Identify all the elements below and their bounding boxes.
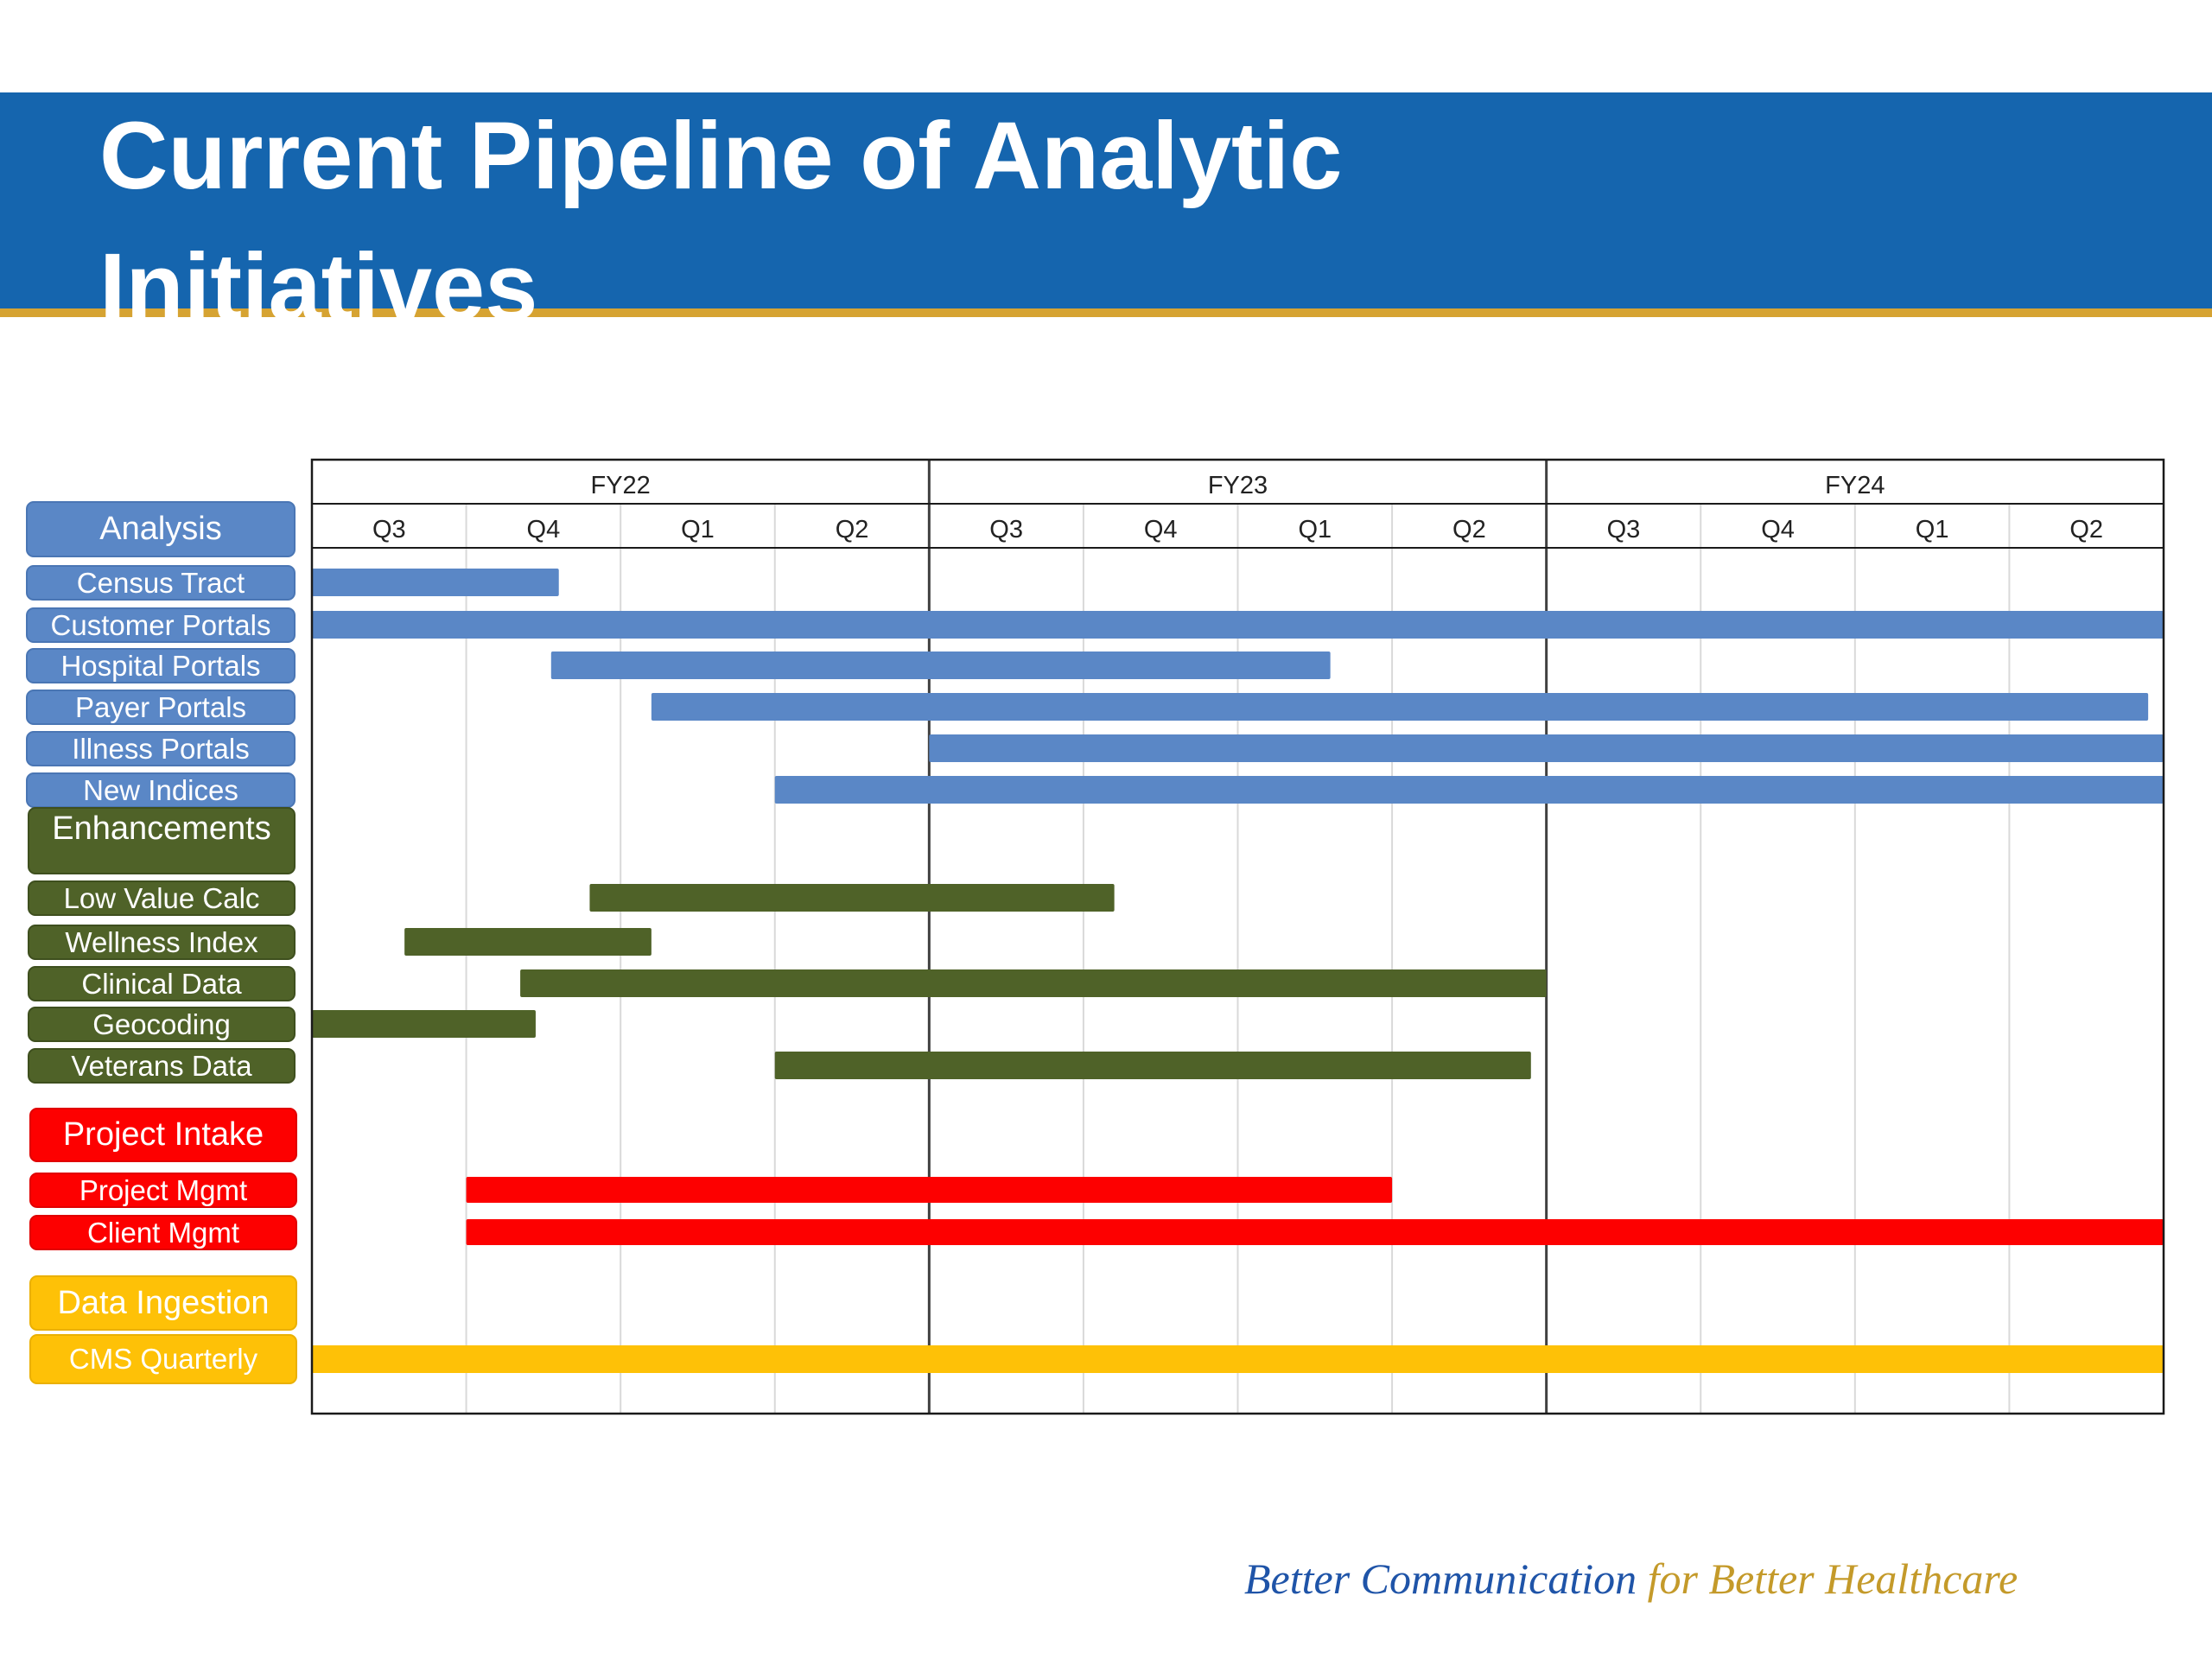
task-label-low-value-calc: Low Value Calc [28, 880, 296, 916]
group-header-enhancements: Enhancements [28, 807, 296, 874]
slide-title-line-1: Current Pipeline of Analytic [99, 103, 1343, 209]
slide-title: Current Pipeline of Analytic Initiatives [99, 91, 1568, 353]
tagline: Better Communication for Better Healthca… [1244, 1554, 2108, 1604]
task-label-census-tract: Census Tract [26, 564, 296, 601]
task-label-wellness-index: Wellness Index [28, 924, 296, 960]
quarter-label: Q1 [681, 516, 715, 543]
task-label-cms-quarterly: CMS Quarterly [29, 1334, 297, 1384]
quarter-label: Q3 [372, 516, 406, 543]
bar-customer-portals [312, 611, 2164, 639]
quarter-label: Q3 [989, 516, 1023, 543]
task-label-client-mgmt: Client Mgmt [29, 1214, 297, 1250]
task-label-customer-portals: Customer Portals [26, 607, 296, 643]
tagline-part-2: for Better Healthcare [1637, 1554, 2018, 1603]
title-band [0, 92, 2212, 308]
quarter-label: Q4 [1761, 516, 1795, 543]
quarter-label: Q2 [1452, 516, 1486, 543]
quarter-label: Q2 [2069, 516, 2103, 543]
fiscal-year-label: FY22 [591, 472, 651, 499]
task-label-geocoding: Geocoding [28, 1006, 296, 1042]
fiscal-year-label: FY24 [1825, 472, 1885, 499]
quarter-label: Q1 [1916, 516, 1949, 543]
task-label-illness-portals: Illness Portals [26, 730, 296, 766]
quarter-label: Q1 [1298, 516, 1332, 543]
bar-census-tract [312, 569, 559, 596]
bar-low-value-calc [589, 884, 1115, 912]
bar-veterans-data [774, 1052, 1531, 1079]
bar-payer-portals [651, 693, 2149, 721]
group-header-analysis: Analysis [26, 501, 296, 557]
task-label-project-mgmt: Project Mgmt [29, 1172, 297, 1208]
bar-geocoding [312, 1010, 536, 1038]
task-label-clinical-data: Clinical Data [28, 965, 296, 1001]
task-label-payer-portals: Payer Portals [26, 689, 296, 725]
bar-cms-quarterly [312, 1345, 2164, 1373]
quarter-label: Q3 [1607, 516, 1641, 543]
quarter-label: Q4 [1144, 516, 1178, 543]
quarter-label: Q4 [527, 516, 561, 543]
bar-wellness-index [404, 928, 652, 956]
task-label-new-indices: New Indices [26, 772, 296, 808]
title-rule [0, 308, 2212, 317]
bar-illness-portals [929, 734, 2164, 762]
chart-border [310, 458, 2165, 1415]
bar-clinical-data [520, 969, 1547, 997]
bar-new-indices [774, 776, 2164, 804]
quarter-label: Q2 [836, 516, 869, 543]
group-header-project-intake: Project Intake [29, 1108, 297, 1162]
bar-project-mgmt [466, 1177, 1393, 1203]
slide-title-line-2: Initiatives [99, 234, 538, 340]
task-label-hospital-portals: Hospital Portals [26, 647, 296, 683]
tagline-part-1: Better Communication [1244, 1554, 1637, 1603]
bar-client-mgmt [466, 1219, 2164, 1245]
bar-hospital-portals [550, 652, 1331, 679]
task-label-veterans-data: Veterans Data [28, 1047, 296, 1084]
group-header-data-ingestion: Data Ingestion [29, 1275, 297, 1331]
fiscal-year-label: FY23 [1208, 472, 1268, 499]
